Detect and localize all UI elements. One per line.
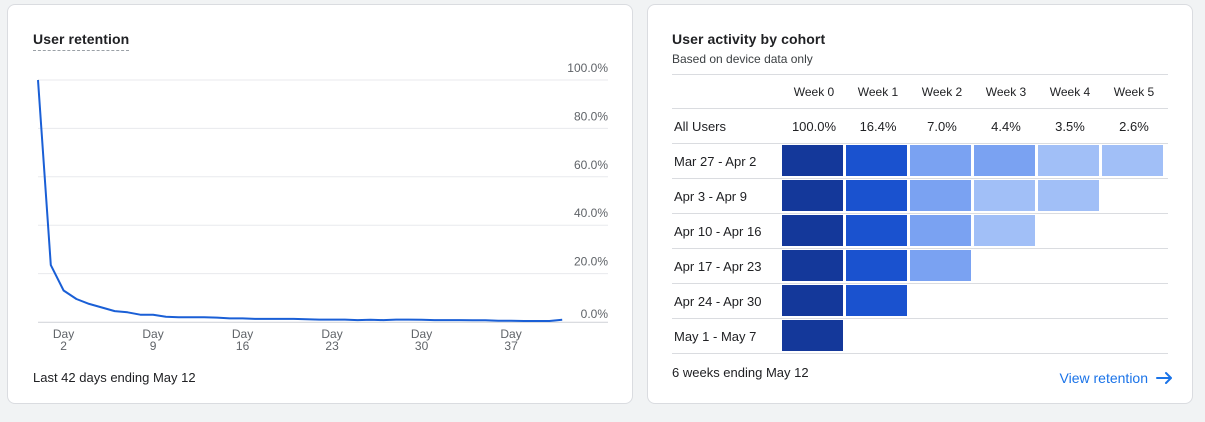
cohort-cell[interactable] [1038,145,1099,176]
x-tick-label: Day [500,327,521,341]
all-users-value: 3.5% [1055,119,1085,134]
cohort-activity-card: User activity by cohort Based on device … [647,4,1193,404]
cohort-table-top-divider [672,74,1168,75]
user-retention-card: User retention 100.0% 80.0% 60.0% 40.0% 20.0… [7,4,633,404]
all-users-value: 4.4% [991,119,1021,134]
cohort-row: Apr 10 - Apr 16 [672,214,1168,249]
x-tick-label: 2 [60,339,67,350]
cohort-cell[interactable] [974,180,1035,211]
all-users-label: All Users [674,119,727,134]
cohort-row: Apr 17 - Apr 23 [672,249,1168,284]
x-tick-label: Day [142,327,163,341]
cohort-cell[interactable] [782,145,843,176]
y-tick-label: 80.0% [574,109,608,123]
cohort-cell[interactable] [782,250,843,281]
cohort-cell[interactable] [846,180,907,211]
cohort-row-label: Apr 17 - Apr 23 [674,259,762,274]
cohort-header-row: Week 0 Week 1 Week 2 Week 3 Week 4 Week 5 [672,75,1168,109]
cohort-cell[interactable] [782,215,843,246]
all-users-value: 100.0% [791,119,837,134]
week-header: Week 5 [1113,85,1155,99]
cohort-cell[interactable] [846,250,907,281]
cohort-row: Apr 24 - Apr 30 [672,284,1168,319]
cohort-row: Mar 27 - Apr 2 [672,144,1168,179]
cohort-row-label: May 1 - May 7 [674,329,757,344]
user-retention-title[interactable]: User retention [33,31,130,51]
x-tick-label: 30 [415,339,429,350]
cohort-row-label: Apr 10 - Apr 16 [674,224,762,239]
x-tick-label: Day [411,327,432,341]
y-tick-label: 40.0% [574,206,608,220]
cohort-cell[interactable] [1038,180,1099,211]
view-retention-link[interactable]: View retention [1060,370,1174,386]
cohort-cell[interactable] [782,285,843,316]
cohort-cell[interactable] [1102,145,1163,176]
cohort-row-label: Apr 24 - Apr 30 [674,294,762,309]
arrow-right-icon [1156,372,1172,384]
cohort-cell[interactable] [846,215,907,246]
cohort-subtitle: Based on device data only [672,52,813,66]
x-tick-label: Day [321,327,342,341]
retention-line [37,79,563,322]
cohort-cell[interactable] [782,320,843,351]
week-header: Week 0 [793,85,835,99]
cohort-cell[interactable] [974,215,1035,246]
user-retention-chart: 100.0%80.0%60.0%40.0%20.0%0.0%Day2Day9Da… [37,61,609,350]
week-header: Week 4 [1049,85,1091,99]
week-header: Week 3 [985,85,1027,99]
cohort-cell[interactable] [846,285,907,316]
cohort-cell[interactable] [974,145,1035,176]
cohort-cell[interactable] [910,180,971,211]
all-users-value: 2.6% [1119,119,1149,134]
y-tick-label: 60.0% [574,158,608,172]
retention-period-label: Last 42 days ending May 12 [33,370,196,385]
cohort-row-label: Mar 27 - Apr 2 [674,154,757,169]
cohort-title: User activity by cohort [672,31,826,47]
cohort-cell[interactable] [910,250,971,281]
view-retention-label: View retention [1059,370,1148,386]
all-users-row: All Users 100.0% 16.4% 7.0% 4.4% 3.5% 2.6% [672,109,1168,144]
cohort-cell[interactable] [846,145,907,176]
cohort-row: May 1 - May 7 [672,319,1168,354]
x-tick-label: Day [232,327,253,341]
x-tick-label: 23 [325,339,339,350]
all-users-value: 7.0% [927,119,957,134]
y-tick-label: 100.0% [567,61,608,75]
x-tick-label: 9 [150,339,157,350]
y-tick-label: 0.0% [581,307,609,321]
cohort-period-label: 6 weeks ending May 12 [672,365,809,380]
x-tick-label: Day [53,327,74,341]
week-header: Week 2 [921,85,963,99]
y-tick-label: 20.0% [574,255,608,269]
all-users-value: 16.4% [859,119,897,134]
cohort-cell[interactable] [910,145,971,176]
cohort-cell[interactable] [782,180,843,211]
x-tick-label: 16 [236,339,250,350]
cohort-row: Apr 3 - Apr 9 [672,179,1168,214]
cohort-row-label: Apr 3 - Apr 9 [674,189,747,204]
cohort-cell[interactable] [910,215,971,246]
x-tick-label: 37 [504,339,518,350]
week-header: Week 1 [857,85,899,99]
